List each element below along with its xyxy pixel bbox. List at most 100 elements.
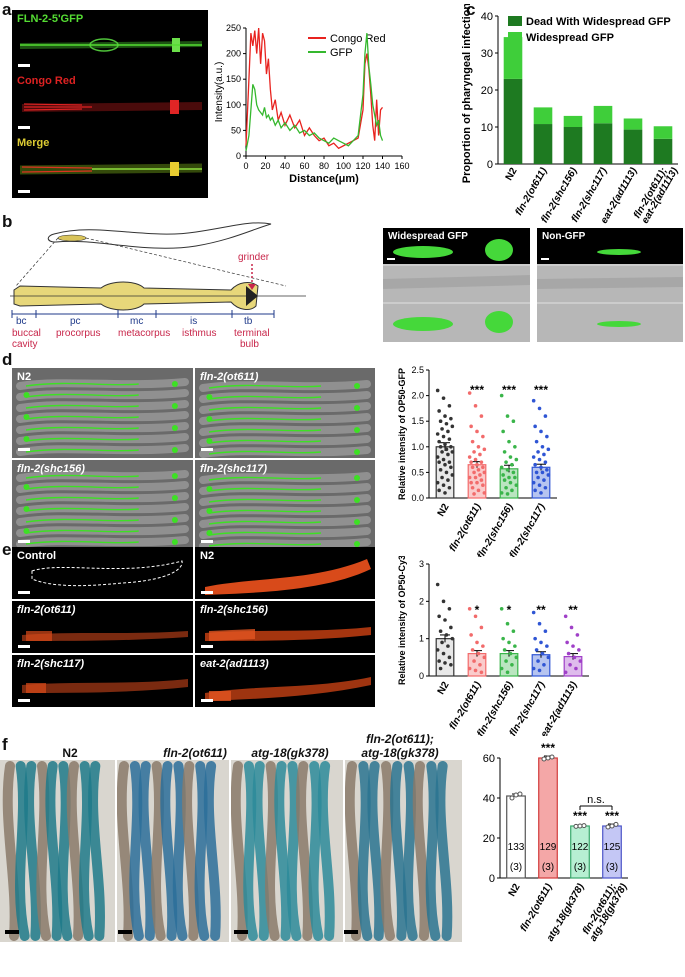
worm-outline <box>47 222 272 249</box>
data-point <box>469 460 473 464</box>
legend-label: Widespread GFP <box>526 32 614 44</box>
gfp-spot <box>354 405 360 411</box>
stained-worm <box>274 761 292 941</box>
image-e-eat2: eat-2(ad1113) <box>195 655 375 707</box>
data-point <box>473 475 478 480</box>
gfp-spot <box>206 438 213 444</box>
ns-label: n.s. <box>587 794 605 806</box>
x-gal-bar-chart: 0 20 40 60 133 (3) N2 129 (3) *** fln-2(ot611) 122 (… <box>483 741 630 943</box>
y-axis-label: Intensity(a.u.) <box>214 62 225 123</box>
label-e-shc156: fln-2(shc156) <box>200 604 268 616</box>
y-tick-label: 2 <box>419 596 424 606</box>
data-point <box>572 655 577 660</box>
data-point <box>536 659 540 663</box>
data-point <box>546 655 551 660</box>
bar-widespread-gfp <box>623 118 643 130</box>
data-point <box>534 648 539 652</box>
x-tick-label: 120 <box>355 161 370 171</box>
data-point <box>543 629 548 633</box>
scale-bar <box>18 64 30 67</box>
gfp-spot <box>354 427 360 433</box>
significance-label: * <box>507 603 512 617</box>
data-point <box>481 434 485 439</box>
gfp-gut <box>208 439 322 444</box>
data-point <box>447 485 452 490</box>
image-d-shc156: fln-2(shc156) <box>12 460 193 550</box>
data-point <box>542 452 546 457</box>
data-point <box>438 629 443 633</box>
data-point <box>507 640 511 645</box>
data-point <box>534 470 539 475</box>
bar-dead-widespread-gfp <box>563 127 583 164</box>
image-widespread-gfp: Widespread GFP <box>383 228 530 342</box>
gfp-gut <box>208 498 322 503</box>
data-point <box>469 633 473 637</box>
stained-worm <box>252 761 270 941</box>
image-fln2-gfp: FLN-2-5'GFP <box>12 10 208 72</box>
significance-label: *** <box>470 383 484 397</box>
y-tick-label: 1 <box>419 634 424 644</box>
y-tick-label: 0 <box>236 151 241 161</box>
data-point <box>514 457 519 462</box>
data-point <box>476 468 481 472</box>
gfp-gut <box>25 448 139 453</box>
data-point <box>531 610 536 615</box>
significance-label: ** <box>536 603 546 617</box>
panel-letter-d: d <box>2 350 13 369</box>
data-point <box>441 483 446 487</box>
worm-merge-signal <box>12 134 208 198</box>
cy3-worm <box>205 627 371 641</box>
data-point <box>514 483 519 487</box>
data-point <box>446 644 450 648</box>
gfp-gut <box>208 520 322 525</box>
gfp-spot <box>206 416 213 422</box>
data-point <box>449 445 453 449</box>
x-tick-label: 140 <box>375 161 390 171</box>
data-point <box>577 823 583 829</box>
data-point <box>571 644 575 648</box>
data-point <box>469 480 473 485</box>
data-point <box>437 439 441 444</box>
gfp-spot <box>23 392 30 398</box>
data-point <box>531 480 536 485</box>
x-tick-label: 160 <box>394 161 409 171</box>
image-merge: Merge <box>12 134 208 198</box>
data-point <box>446 452 450 457</box>
y-tick-label: 30 <box>481 48 493 60</box>
gfp-gut <box>25 426 139 431</box>
data-point <box>543 414 548 418</box>
gfp-gut <box>208 417 322 422</box>
x-tick-label: 20 <box>260 161 270 171</box>
data-point <box>546 447 551 452</box>
legend-label: GFP <box>330 47 353 59</box>
data-point <box>443 414 447 418</box>
gfp-spot <box>354 519 360 525</box>
segment-name-is: isthmus <box>182 328 216 339</box>
pharyngeal-infection-bar-chart: 0 10 20 30 40 Proportion of pharyngeal infect… <box>461 4 681 226</box>
data-point <box>537 668 542 673</box>
data-point <box>438 419 443 423</box>
data-point <box>440 640 444 645</box>
label-widespread-gfp: Widespread GFP <box>388 231 468 242</box>
data-point <box>435 480 440 485</box>
panel-letter-b: b <box>2 212 13 231</box>
data-point <box>473 614 478 619</box>
gfp-gut <box>25 415 139 420</box>
panel-letter-c: c <box>466 0 476 19</box>
stained-worm <box>151 761 166 941</box>
gfp-spot <box>354 383 360 389</box>
data-point <box>437 488 441 493</box>
scale-bar <box>18 645 30 648</box>
data-point <box>437 460 441 464</box>
label-congo-red: Congo Red <box>17 75 76 87</box>
scale-bar <box>541 258 549 260</box>
scale-bar <box>18 591 30 594</box>
stained-worm <box>2 761 20 941</box>
data-point <box>473 457 478 462</box>
label-d-shc117: fln-2(shc117) <box>200 463 268 475</box>
legend-label: Dead With Widespread GFP <box>526 16 671 28</box>
x-tick-label: 60 <box>299 161 309 171</box>
data-point <box>440 475 444 480</box>
data-point <box>502 648 507 652</box>
gfp-gut <box>208 384 322 389</box>
